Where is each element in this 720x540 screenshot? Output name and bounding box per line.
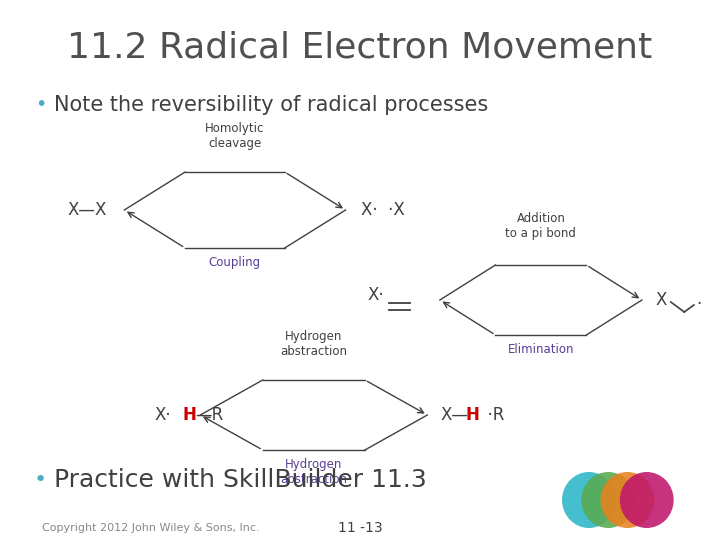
Text: ·: · [696,295,701,313]
Text: X—X: X—X [68,201,107,219]
Text: •: • [35,96,46,114]
Text: H: H [183,406,197,424]
Text: •: • [34,470,48,490]
Ellipse shape [581,472,635,528]
Text: Practice with SkillBuilder 11.3: Practice with SkillBuilder 11.3 [54,468,427,492]
Text: Addition
to a pi bond: Addition to a pi bond [505,212,576,240]
Ellipse shape [620,472,674,528]
Text: Homolytic
cleavage: Homolytic cleavage [205,122,265,150]
Text: X·: X· [367,286,384,304]
Text: ·R: ·R [477,406,505,424]
Text: X: X [655,291,667,309]
Text: —R: —R [195,406,224,424]
Ellipse shape [600,472,654,528]
Ellipse shape [562,472,616,528]
Text: Elimination: Elimination [508,343,574,356]
Text: 11.2 Radical Electron Movement: 11.2 Radical Electron Movement [68,31,652,65]
Text: X·  ·X: X· ·X [361,201,405,219]
Text: H: H [466,406,480,424]
Text: X—: X— [441,406,469,424]
Text: Coupling: Coupling [209,256,261,269]
Text: Hydrogen
abstraction: Hydrogen abstraction [280,330,347,358]
Text: Note the reversibility of radical processes: Note the reversibility of radical proces… [54,95,488,115]
Text: X·: X· [155,406,171,424]
Text: Copyright 2012 John Wiley & Sons, Inc.: Copyright 2012 John Wiley & Sons, Inc. [42,523,260,533]
Text: Hydrogen
abstraction: Hydrogen abstraction [280,458,347,486]
Text: 11 -13: 11 -13 [338,521,382,535]
